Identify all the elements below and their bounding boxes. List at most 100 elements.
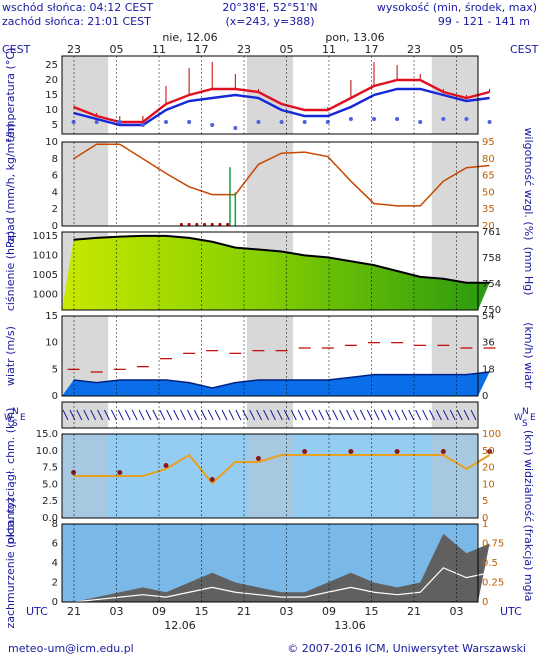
ground-dot-14 (395, 117, 400, 121)
night-band-1-2 (431, 142, 478, 226)
bottom-tick-4: 21 (237, 605, 251, 618)
wind-arrow-50 (408, 409, 415, 421)
ylabel-3: wiatr (m/s) (4, 326, 17, 386)
precip-dot-4 (210, 222, 214, 226)
compass-s-r: S (522, 419, 528, 429)
y2tick-1-5: 95 (482, 137, 495, 148)
precip-dot-0 (179, 222, 183, 226)
ylabel-5: pion. rozciągł. chm. (km) (4, 408, 17, 545)
y2tick-5-2: 10 (482, 479, 495, 490)
wind-arrow-10 (131, 409, 138, 421)
wind-arrow-29 (263, 409, 269, 421)
ground-dot-16 (441, 117, 446, 121)
ytick-6-1: 2 (52, 578, 58, 589)
y2label-2: (mm Hg) (522, 247, 535, 296)
ytick-1-5: 10 (45, 137, 58, 148)
y2tick-1-4: 80 (482, 154, 495, 165)
cloud-base-2 (117, 470, 123, 475)
wind-arrow-58 (463, 409, 470, 421)
wind-arrow-24 (228, 409, 235, 421)
sunset-text: zachód słońca: 21:01 CEST (2, 15, 151, 28)
ytick-5-3: 7.5 (42, 463, 58, 474)
y2tick-1-3: 65 (482, 171, 495, 182)
cloud-base-4 (163, 463, 169, 468)
ground-dot-10 (302, 120, 307, 124)
wind-arrow-53 (429, 409, 435, 421)
top-tick-5: 05 (280, 43, 294, 56)
contact-email[interactable]: meteo-um@icm.edu.pl (8, 642, 134, 655)
wind-arrow-57 (456, 409, 463, 421)
temp-line (73, 78, 490, 124)
y2tick-3-3: 54 (482, 311, 495, 322)
ground-dot-2 (117, 120, 122, 124)
ytick-6-4: 8 (52, 519, 58, 530)
wind-arrow-26 (242, 409, 249, 421)
bottom-tick-2: 09 (152, 605, 166, 618)
wind-arrow-49 (401, 409, 408, 421)
ytick-3-1: 5 (52, 364, 58, 375)
ytick-0-4: 25 (45, 60, 58, 71)
ytick-2-2: 1010 (33, 250, 58, 261)
pressure-line (73, 234, 490, 284)
ground-dot-4 (164, 120, 168, 124)
wind-area (62, 372, 490, 396)
ground-dot-6 (210, 123, 215, 127)
ytick-3-0: 0 (52, 391, 58, 402)
panel-frame-2 (61, 231, 479, 311)
ytick-2-3: 1015 (33, 231, 58, 242)
wind-arrow-32 (283, 409, 290, 421)
wind-arrow-36 (311, 409, 318, 421)
wind-arrow-30 (270, 409, 276, 421)
copyright: © 2007-2016 ICM, Uniwersytet Warszawski (287, 642, 526, 655)
y2tick-5-4: 50 (482, 446, 495, 457)
top-tick-0: 23 (67, 43, 81, 56)
ytick-0-1: 10 (45, 105, 58, 116)
wind-arrow-55 (442, 409, 449, 421)
y2tick-6-0: 0 (482, 597, 488, 608)
y2tick-5-0: 0 (482, 513, 488, 524)
top-tick-8: 23 (407, 43, 421, 56)
panel-frame-6 (61, 523, 479, 603)
y2tick-2-0: 750 (482, 305, 501, 316)
pressure-area (62, 235, 490, 310)
y2tick-1-0: 20 (482, 221, 495, 232)
panel-frame-1 (61, 141, 479, 227)
y2label-3: (km/h) wiatr (522, 322, 535, 390)
ground-dot-3 (140, 123, 145, 127)
y2tick-5-1: 5 (482, 496, 488, 507)
ground-dot-9 (279, 120, 284, 124)
wind-arrow-31 (276, 409, 283, 421)
wind-arrow-20 (200, 409, 207, 421)
wind-arrow-34 (297, 409, 304, 421)
night-band-1-0 (62, 142, 109, 226)
y2tick-6-3: 0.75 (482, 539, 504, 550)
top-tick-2: 11 (152, 43, 166, 56)
ytick-6-2: 4 (52, 558, 58, 569)
top-tick-1: 05 (110, 43, 124, 56)
y2tick-1-1: 35 (482, 204, 495, 215)
ground-dot-15 (418, 120, 423, 124)
fog-line (73, 567, 490, 603)
ytick-6-3: 6 (52, 539, 58, 550)
wind-arrow-11 (138, 409, 145, 421)
wind-arrow-21 (207, 409, 214, 421)
ytick-0-2: 15 (45, 90, 58, 101)
compass-w-r: W (514, 413, 523, 423)
cloud-night-2 (431, 434, 478, 518)
y2tick-3-0: 0 (482, 391, 488, 402)
bottom-tick-6: 09 (322, 605, 336, 618)
bottom-day-2: 13.06 (334, 619, 366, 632)
cloud-base-6 (209, 477, 215, 482)
top-tick-4: 23 (237, 43, 251, 56)
wind-arrow-27 (249, 409, 256, 421)
cloud-base-8 (255, 456, 261, 461)
elevation-values: 99 - 121 - 141 m (438, 15, 530, 28)
cloud-base-0 (71, 470, 77, 475)
day-label-1: nie, 12.06 (162, 31, 217, 44)
ylabel-1: opad (mm/h, kg/m²/h) (4, 123, 17, 244)
panel-frame-4 (61, 401, 479, 429)
y2tick-2-2: 758 (482, 253, 501, 264)
ytick-0-3: 20 (45, 75, 58, 86)
wind-arrow-23 (221, 409, 228, 421)
ytick-5-2: 5.0 (42, 479, 58, 490)
